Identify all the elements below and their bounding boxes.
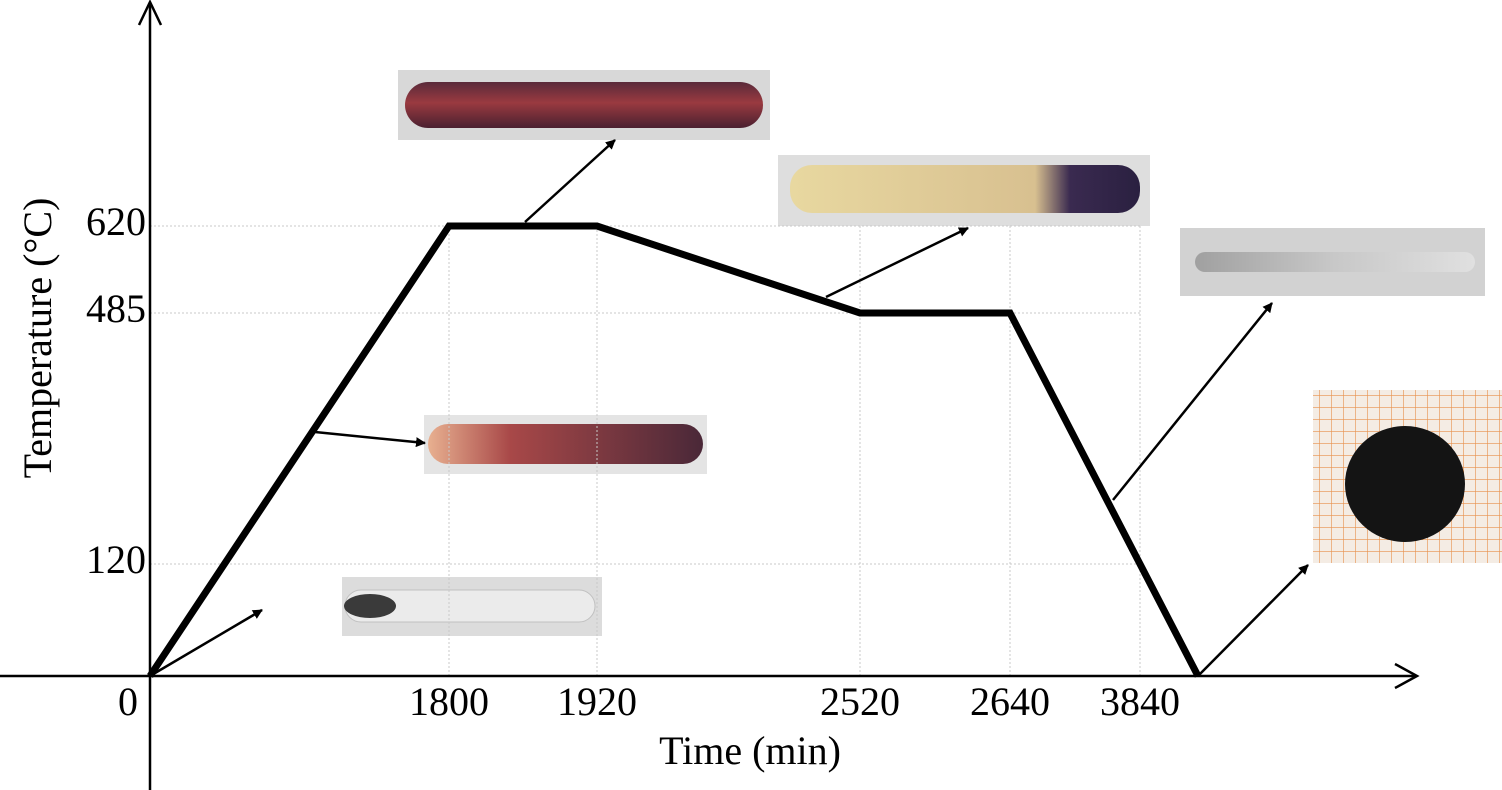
ampoule bbox=[790, 165, 1140, 213]
ampoule bbox=[405, 82, 763, 128]
y-tick-label: 620 bbox=[86, 199, 146, 244]
x-tick-label: 3840 bbox=[1100, 679, 1180, 724]
x-axis-arrow bbox=[1394, 662, 1420, 690]
arrow bbox=[524, 139, 616, 223]
arrow bbox=[1112, 302, 1273, 501]
arrow bbox=[149, 608, 263, 678]
sample bbox=[1345, 426, 1465, 542]
y-axis-arrow bbox=[137, 0, 163, 26]
ampoule bbox=[428, 424, 703, 464]
x-tick-label: 2520 bbox=[820, 679, 900, 724]
arrow bbox=[314, 430, 426, 448]
x-tick-label: 0 bbox=[118, 679, 138, 724]
ampoule bbox=[1195, 252, 1475, 272]
grid bbox=[150, 225, 1141, 676]
temperature-line bbox=[147, 222, 1202, 678]
sample bbox=[344, 594, 396, 618]
x-tick-label: 2640 bbox=[970, 679, 1050, 724]
x-axis-title: Time (min) bbox=[659, 728, 841, 773]
y-tick-label: 120 bbox=[86, 537, 146, 582]
y-axis-title: Temperature (°C) bbox=[15, 198, 60, 479]
photos bbox=[342, 70, 1502, 636]
x-tick-label: 1800 bbox=[409, 679, 489, 724]
x-tick-label: 1920 bbox=[557, 679, 637, 724]
y-tick-label: 485 bbox=[86, 286, 146, 331]
arrow bbox=[825, 226, 969, 299]
arrows bbox=[149, 139, 1309, 678]
axes bbox=[0, 0, 1420, 790]
arrow bbox=[1197, 564, 1309, 677]
